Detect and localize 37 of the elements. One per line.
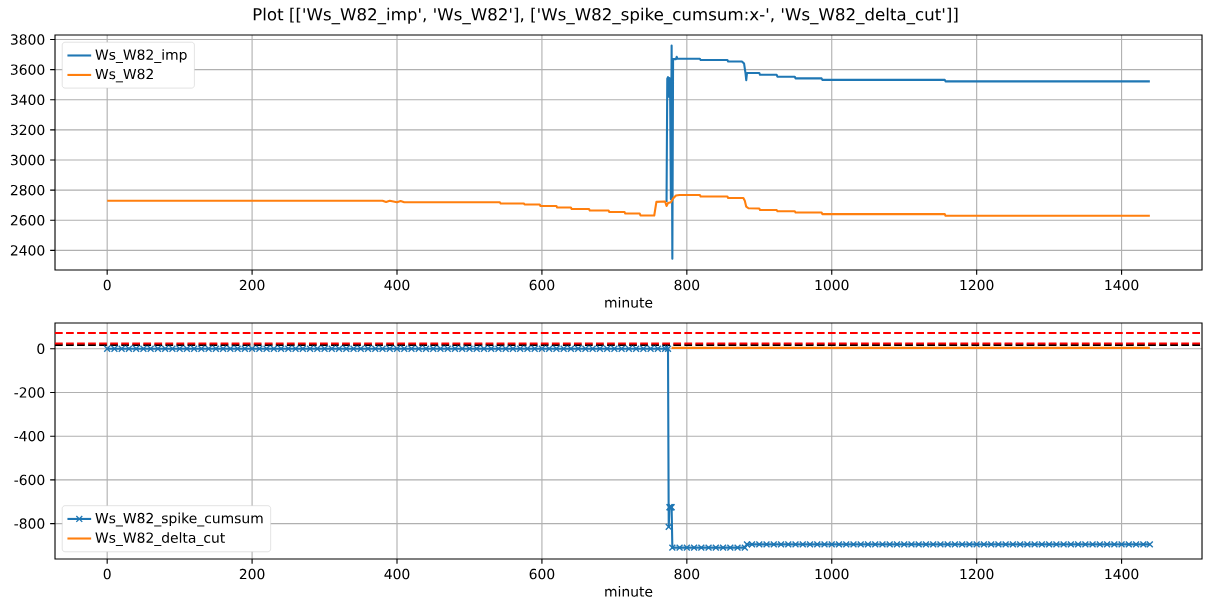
y-tick-label: 2600 [10,215,45,226]
x-axis-title: minute [605,586,653,597]
line-series [665,44,1151,260]
x-tick-label: 600 [529,279,555,291]
y-tick-label: 0 [37,343,45,355]
legend-label: Ws_W82_imp [95,49,187,63]
chart-title: Plot [['Ws_W82_imp', 'Ws_W82'], ['Ws_W82_spike_cumsum:x-', 'Ws_W82_delta_cut']] [253,7,958,25]
x-tick-label: 800 [674,568,700,580]
y-tick-label: -600 [14,474,45,486]
legend-label: Ws_W82_spike_cumsum [95,512,263,527]
y-tick-label: -200 [14,387,45,398]
x-tick-label: 1200 [960,568,994,580]
y-tick-label: 3400 [10,94,45,106]
x-tick-label: 1400 [1105,279,1139,291]
y-tick-label: -400 [14,430,45,442]
x-tick-label: 0 [103,568,111,580]
x-tick-label: 0 [103,279,111,291]
y-tick-label: 3600 [10,64,45,75]
x-tick-label: 400 [384,568,410,580]
x-tick-label: 1000 [815,568,849,580]
y-tick-label: -800 [14,518,45,529]
x-tick-label: 400 [384,279,410,291]
y-tick-label: 2800 [10,184,45,196]
legend-label: Ws_W82_delta_cut [95,532,225,547]
x-axis-title: minute [605,297,653,308]
x-tick-label: 200 [239,568,265,580]
y-tick-label: 3800 [10,34,45,45]
y-tick-label: 2400 [10,245,45,256]
x-tick-label: 1400 [1105,568,1139,580]
y-tick-label: 3000 [10,154,45,166]
y-tick-label: 3200 [10,124,45,136]
x-tick-label: 600 [529,568,555,580]
x-tick-label: 200 [239,279,265,291]
x-tick-label: 1000 [815,279,849,291]
x-tick-label: 800 [674,279,700,291]
x-tick-label: 1200 [960,279,994,291]
legend-label: Ws_W82 [95,68,153,83]
